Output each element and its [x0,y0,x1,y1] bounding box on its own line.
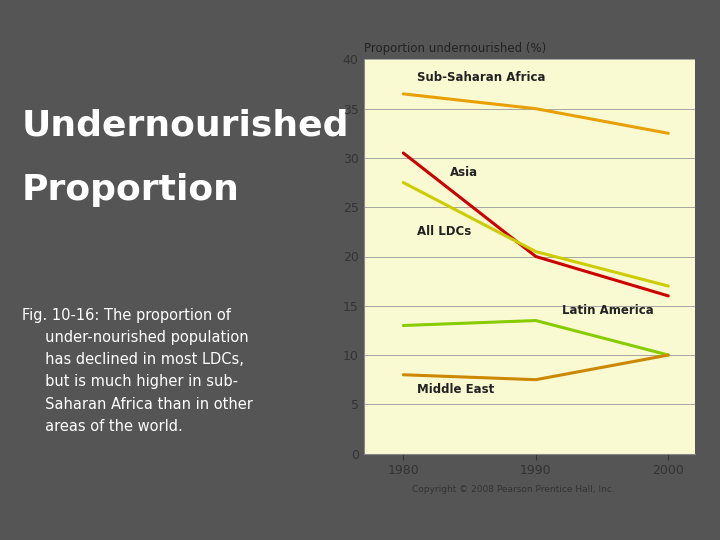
Text: All LDCs: All LDCs [417,225,471,238]
Text: Asia: Asia [450,166,478,179]
Text: Proportion undernourished (%): Proportion undernourished (%) [364,43,546,56]
Text: Latin America: Latin America [562,304,654,317]
Text: Copyright © 2008 Pearson Prentice Hall, Inc.: Copyright © 2008 Pearson Prentice Hall, … [412,485,614,494]
Text: Middle East: Middle East [417,383,494,396]
Text: Sub-Saharan Africa: Sub-Saharan Africa [417,71,545,84]
Text: Proportion: Proportion [22,173,240,207]
Text: Fig. 10-16: The proportion of
     under-nourished population
     has declined : Fig. 10-16: The proportion of under-nour… [22,308,253,434]
Text: Undernourished: Undernourished [22,108,349,142]
